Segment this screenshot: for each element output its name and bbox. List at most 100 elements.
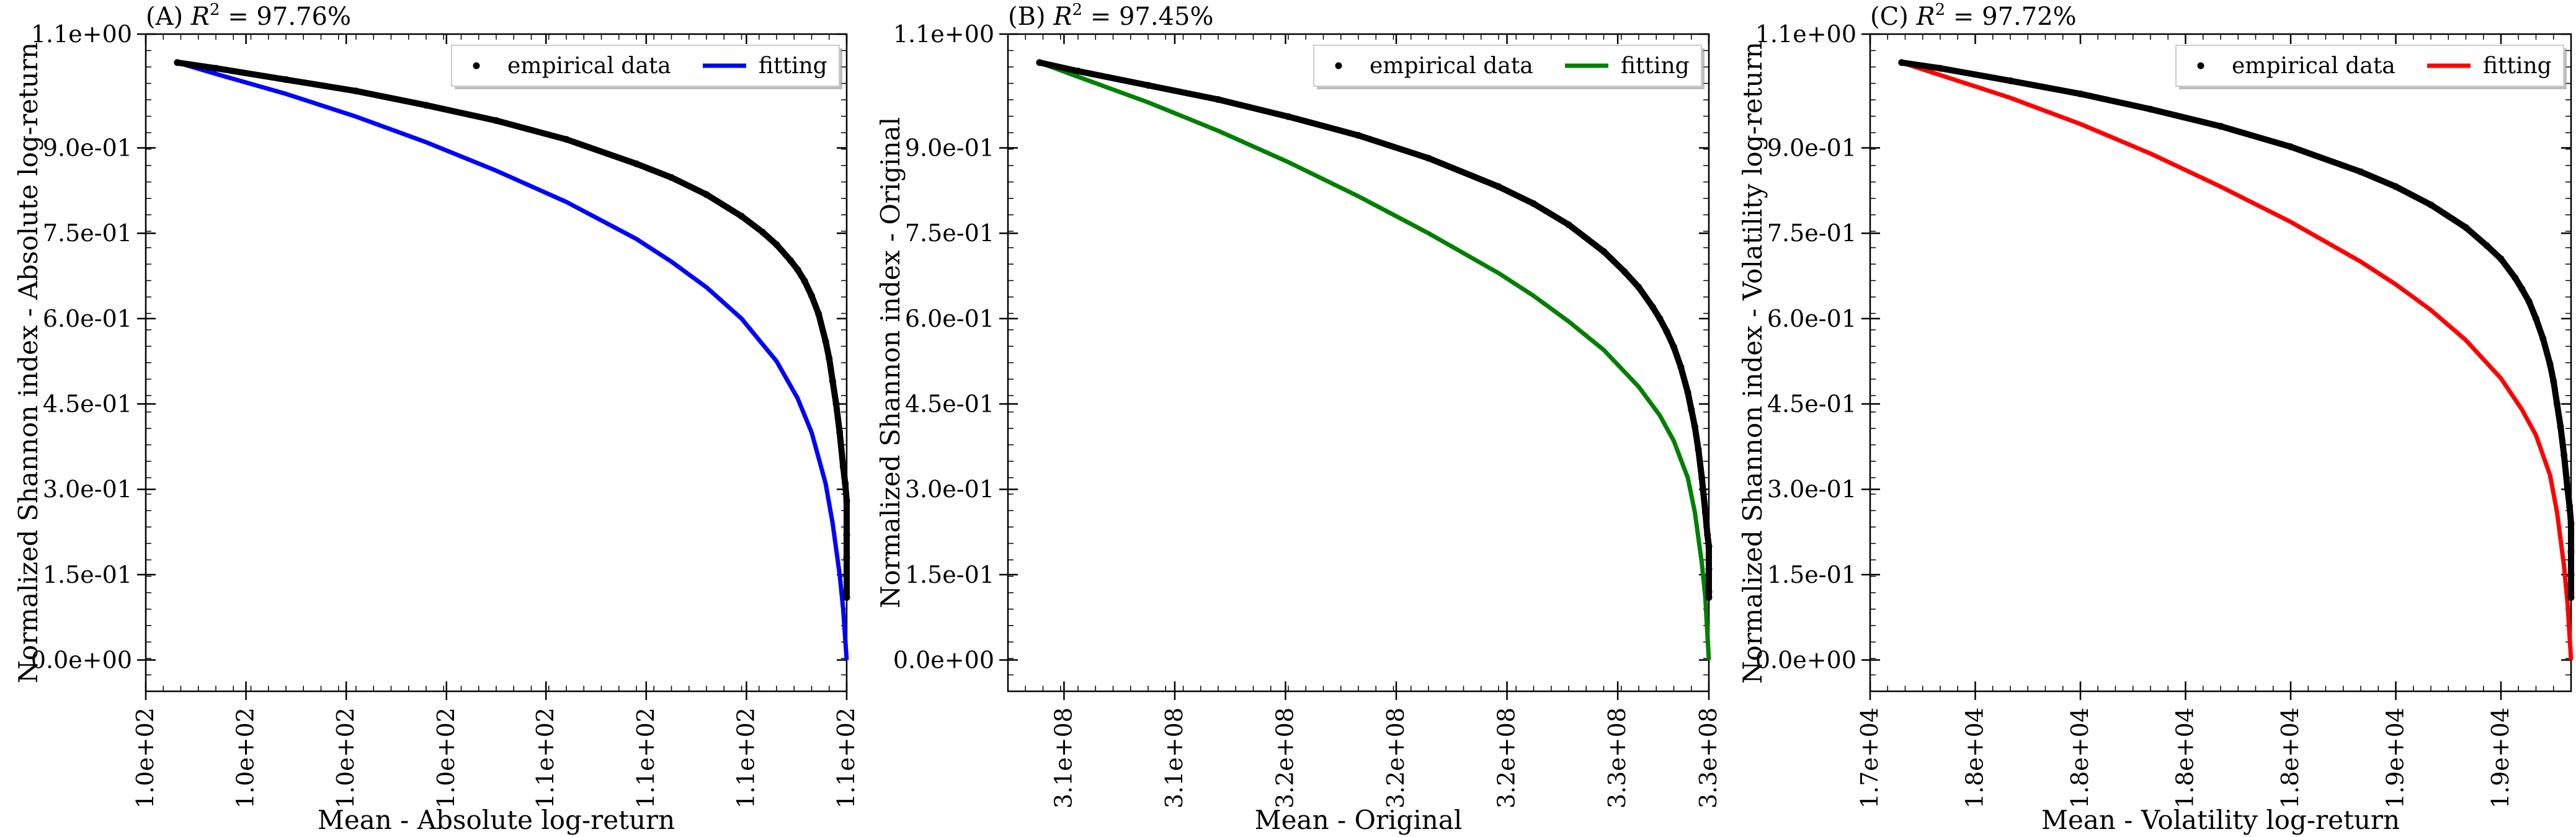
y-tick-label: 1.1e+00 — [893, 20, 994, 48]
legend-marker-empirical — [1335, 62, 1342, 69]
empirical-point — [1663, 328, 1670, 335]
empirical-point — [1688, 406, 1695, 414]
panel-title-sup: 2 — [1072, 1, 1082, 19]
empirical-point — [787, 257, 795, 264]
empirical-point — [1285, 113, 1292, 120]
empirical-point — [826, 355, 833, 362]
panel-title: (C) R2 = 97.72% — [1870, 1, 2077, 31]
empirical-point — [738, 213, 745, 220]
legend-label-fitting: fitting — [1621, 53, 1690, 79]
x-tick-label: 1.1e+02 — [832, 707, 860, 808]
empirical-point — [212, 64, 220, 72]
y-tick-label: 4.5e-01 — [1767, 391, 1856, 418]
empirical-point — [773, 241, 780, 249]
empirical-point — [2147, 105, 2154, 113]
panel-title-r: R — [190, 2, 210, 31]
empirical-point — [1701, 508, 1709, 516]
panel-title-value: = 97.72% — [1945, 2, 2076, 31]
y-tick-label: 0.0e+00 — [893, 647, 994, 674]
x-tick-label: 1.8e+04 — [2172, 707, 2199, 808]
x-tick-label: 3.2e+08 — [1493, 707, 1520, 808]
panel-title-value: = 97.45% — [1082, 2, 1213, 31]
empirical-point — [668, 174, 675, 181]
y-axis-label: Normalized Shannon index - Absolute log-… — [13, 42, 43, 683]
y-tick-label: 4.5e-01 — [905, 391, 994, 418]
legend-label-fitting: fitting — [759, 53, 827, 79]
y-tick-label: 9.0e-01 — [43, 135, 132, 162]
x-tick-label: 1.9e+04 — [2382, 707, 2409, 808]
x-tick-label: 1.0e+02 — [232, 707, 259, 808]
empirical-point — [822, 338, 829, 345]
empirical-point — [2077, 90, 2084, 97]
y-tick-label: 9.0e-01 — [905, 135, 994, 162]
empirical-point — [1704, 531, 1711, 539]
empirical-point — [1649, 304, 1657, 311]
panel-title-prefix: (C) — [1870, 2, 1917, 31]
x-tick-label: 3.3e+08 — [1695, 707, 1722, 808]
empirical-point — [1425, 154, 1432, 162]
panel-title-sup: 2 — [1935, 1, 1946, 19]
empirical-point — [2497, 255, 2505, 263]
empirical-point — [2217, 123, 2224, 130]
x-tick-label: 3.1e+08 — [1050, 707, 1077, 808]
legend-box — [1313, 45, 1702, 87]
y-tick-label: 7.5e-01 — [1767, 219, 1856, 247]
empirical-point — [815, 311, 822, 318]
empirical-point — [282, 76, 290, 83]
legend-label-empirical: empirical data — [1370, 53, 1533, 79]
empirical-point — [829, 378, 836, 385]
empirical-point — [1656, 315, 1664, 322]
panel-title-prefix: (B) — [1008, 2, 1053, 31]
x-tick-label: 3.3e+08 — [1603, 707, 1631, 808]
y-tick-label: 7.5e-01 — [905, 219, 994, 247]
empirical-point — [1530, 200, 1537, 207]
x-tick-label: 1.8e+04 — [2066, 707, 2093, 808]
x-axis-label: Mean - Original — [1255, 805, 1463, 835]
legend-marker-empirical — [473, 62, 480, 69]
empirical-point — [1355, 131, 1362, 139]
panel-title-prefix: (A) — [146, 2, 191, 31]
empirical-point — [2539, 335, 2547, 342]
empirical-point — [352, 87, 360, 95]
empirical-point — [2567, 571, 2575, 578]
x-tick-label: 1.1e+02 — [632, 707, 659, 808]
y-tick-label: 6.0e-01 — [905, 305, 994, 332]
empirical-point — [703, 191, 710, 198]
empirical-point — [1495, 183, 1502, 190]
y-axis-label: Normalized Shannon index - Original — [875, 117, 906, 608]
empirical-point — [1698, 474, 1706, 482]
x-tick-label: 1.1e+02 — [532, 707, 559, 808]
empirical-point — [2546, 360, 2554, 368]
empirical-point — [492, 117, 500, 124]
empirical-point — [801, 277, 808, 285]
x-tick-label: 1.1e+02 — [732, 707, 759, 808]
panel-a: 0.0e+00 1.5e-01 3.0e-01 4.5e-01 6.0e-01 7.5e-… — [13, 1, 860, 835]
legend-box — [451, 45, 840, 87]
legend-label-empirical: empirical data — [2232, 53, 2396, 79]
empirical-point — [843, 594, 850, 601]
empirical-point — [1691, 423, 1698, 430]
fit-curve — [176, 60, 849, 660]
empirical-point — [2357, 168, 2364, 175]
panel-title: (B) R2 = 97.45% — [1008, 1, 1213, 31]
y-tick-label: 3.0e-01 — [905, 476, 994, 503]
y-tick-label: 1.1e+00 — [1755, 20, 1856, 48]
empirical-point — [1705, 594, 1713, 601]
x-tick-label: 3.2e+08 — [1271, 707, 1298, 808]
empirical-point — [1695, 446, 1702, 453]
empirical-point — [1621, 268, 1628, 276]
empirical-point — [759, 228, 766, 236]
empirical-point — [2567, 594, 2575, 601]
panel-c: 0.0e+00 1.5e-01 3.0e-01 4.5e-01 6.0e-01 7.5e-… — [1737, 1, 2575, 835]
empirical-point — [1036, 59, 1043, 66]
y-tick-label: 1.5e-01 — [905, 561, 994, 588]
panel-title-value: = 97.76% — [220, 2, 350, 31]
empirical-point — [1677, 363, 1685, 371]
empirical-point — [1074, 68, 1082, 75]
x-tick-label: 1.7e+04 — [1856, 707, 1883, 808]
panel-title-r: R — [1916, 2, 1935, 31]
x-axis-label: Mean - Volatility log-return — [2041, 805, 2400, 835]
panel-title-r: R — [1053, 2, 1072, 31]
empirical-point — [843, 531, 850, 539]
